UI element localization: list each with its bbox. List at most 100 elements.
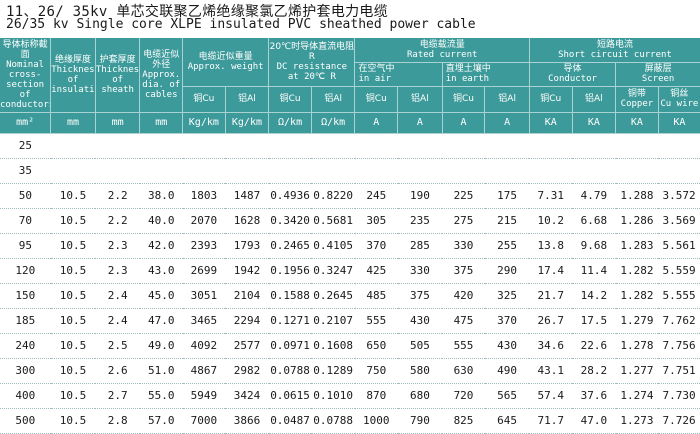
table-cell: 49.0 — [139, 333, 183, 359]
header-air-cu: 铜Cu — [354, 86, 398, 113]
table-cell — [225, 158, 269, 184]
table-cell: 720 — [442, 383, 485, 409]
header-air-en: in air — [358, 74, 391, 84]
table-cell: 5.559 — [658, 258, 700, 284]
table-cell: 370 — [484, 308, 530, 334]
table-cell: 430 — [397, 308, 443, 334]
table-cell: 3.569 — [658, 208, 700, 234]
table-cell: 305 — [354, 208, 398, 234]
table-cell: 0.8220 — [311, 183, 355, 209]
header-weight-cn: 电缆近似重量 — [198, 51, 253, 62]
table-cell: 2577 — [225, 333, 269, 359]
table-cell: 45.0 — [139, 283, 183, 309]
table-row: 240 10.5 2.5 49.0 4092 2577 0.0971 0.1608 650 505… — [0, 333, 700, 359]
cross-section-cell: 35 — [0, 158, 51, 184]
table-cell: 2.4 — [95, 308, 140, 334]
table-cell: 2.6 — [95, 358, 140, 384]
table-cell: 255 — [484, 233, 530, 259]
table-cell: 330 — [397, 258, 443, 284]
table-cell: 0.0788 — [311, 408, 355, 434]
table-cell: 370 — [354, 233, 398, 259]
header-short-cn: 短路电流 — [596, 39, 633, 50]
table-cell: 225 — [442, 183, 485, 209]
table-cell: 2.3 — [95, 258, 140, 284]
header-section-cn: 导体标称截面 — [2, 39, 48, 60]
header-rated-current: 电缆载流量 Rated current — [354, 38, 530, 63]
header-weight-al: 铝Al — [224, 86, 269, 113]
header-conductor-en: Conductor — [548, 74, 597, 84]
cross-section-cell: 300 — [0, 358, 51, 384]
cross-section-cell: 240 — [0, 333, 51, 359]
table-cell: 28.2 — [572, 358, 616, 384]
header-earth-en: in earth — [445, 74, 490, 84]
table-cell: 490 — [484, 358, 530, 384]
table-cell: 825 — [442, 408, 485, 434]
table-cell: 375 — [397, 283, 443, 309]
table-cell: 420 — [442, 283, 485, 309]
table-cell: 7.730 — [658, 383, 700, 409]
cable-spec-table: 导体标称截面 Nominal cross-section of conducto… — [0, 38, 700, 434]
table-cell: 630 — [442, 358, 485, 384]
table-cell: 0.4936 — [268, 183, 312, 209]
unit-cell: mm — [50, 112, 96, 134]
table-title-en: 26/35 kv Single core XLPE insulated PVC … — [6, 17, 476, 32]
table-cell: 34.6 — [529, 333, 573, 359]
table-cell: 5949 — [182, 383, 226, 409]
header-sheath-en: Thickness of sheath — [95, 64, 140, 95]
table-cell: 7.726 — [658, 408, 700, 434]
table-cell: 10.5 — [50, 383, 96, 409]
header-cu-wire: 铜丝 Cu wire — [657, 86, 700, 113]
cross-section-cell: 50 — [0, 183, 51, 209]
table-cell: 2104 — [225, 283, 269, 309]
unit-cell: mm — [139, 112, 183, 134]
table-cell: 10.5 — [50, 333, 96, 359]
table-cell: 245 — [354, 183, 398, 209]
unit-cell: Ω/km — [268, 112, 312, 134]
table-cell: 3866 — [225, 408, 269, 434]
table-cell: 51.0 — [139, 358, 183, 384]
header-conductor-cu: 铜Cu — [528, 86, 573, 113]
table-cell: 10.5 — [50, 183, 96, 209]
table-cell: 0.0788 — [268, 358, 312, 384]
header-air-cn: 在空气中 — [358, 64, 395, 74]
table-cell: 7.751 — [658, 358, 700, 384]
table-cell — [50, 158, 96, 184]
table-cell: 580 — [397, 358, 443, 384]
table-cell: 10.5 — [50, 283, 96, 309]
header-weight: 电缆近似重量 Approx. weight — [182, 38, 269, 87]
table-cell: 485 — [354, 283, 398, 309]
table-cell: 0.3247 — [311, 258, 355, 284]
table-cell: 0.0615 — [268, 383, 312, 409]
table-cell: 1.278 — [615, 333, 659, 359]
table-cell: 3.572 — [658, 183, 700, 209]
table-cell: 325 — [484, 283, 530, 309]
table-cell — [442, 158, 485, 184]
table-cell — [572, 132, 616, 159]
header-in-air: 在空气中 in air — [354, 62, 443, 87]
table-cell — [442, 132, 485, 159]
table-cell: 1.282 — [615, 283, 659, 309]
unit-cell: A — [441, 112, 485, 134]
table-cell — [268, 158, 312, 184]
table-cell: 37.6 — [572, 383, 616, 409]
table-row: 150 10.5 2.4 45.0 3051 2104 0.1588 0.2645 485 375… — [0, 283, 700, 309]
table-cell — [354, 158, 398, 184]
header-insulation-en: Thickness of insulation — [51, 64, 96, 95]
table-cell: 0.0487 — [268, 408, 312, 434]
header-sheath-cn: 护套厚度 — [99, 54, 136, 65]
table-cell: 14.2 — [572, 283, 616, 309]
table-cell — [658, 132, 700, 159]
header-short-circuit: 短路电流 Short circuit current — [528, 38, 700, 63]
table-cell — [615, 132, 659, 159]
table-cell: 26.7 — [529, 308, 573, 334]
header-resistance-en1: DC resistance — [276, 61, 348, 72]
header-earth-al: 铝Al — [484, 86, 530, 113]
header-resistance-al: 铝Al — [310, 86, 355, 113]
table-cell: 645 — [484, 408, 530, 434]
header-insulation-cn: 绝缘厚度 — [55, 54, 92, 65]
header-section-en: Nominal cross-section of conductors — [0, 59, 51, 110]
table-cell: 2.2 — [95, 183, 140, 209]
cross-section-cell: 25 — [0, 132, 51, 159]
table-row: 70 10.5 2.2 40.0 2070 1628 0.3420 0.5681 305 235 2… — [0, 208, 700, 234]
header-conductor-al: 铝Al — [571, 86, 616, 113]
